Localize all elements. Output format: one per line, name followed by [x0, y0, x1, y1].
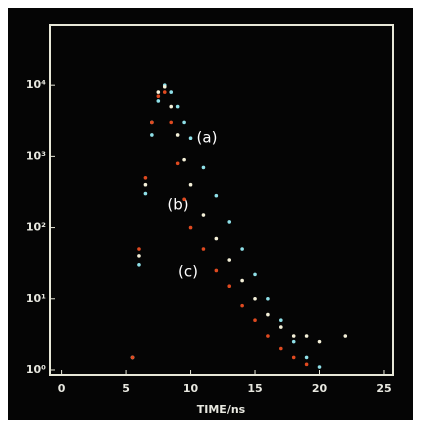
data-point [201, 165, 206, 170]
series-label: (a) [197, 129, 218, 147]
data-point [304, 362, 309, 367]
x-tick-label: 0 [58, 382, 66, 395]
data-point [240, 278, 244, 283]
data-point [253, 272, 257, 277]
x-tick-label: 25 [376, 382, 391, 395]
data-point [169, 104, 174, 109]
x-axis-label: TIME/ns [197, 403, 246, 416]
data-point [279, 325, 283, 329]
data-point [182, 197, 186, 202]
data-point [188, 136, 193, 140]
plot-frame [49, 24, 394, 376]
x-tick-label: 20 [312, 382, 328, 395]
data-point [279, 346, 283, 351]
data-point [291, 355, 296, 360]
data-point [214, 268, 219, 273]
data-point [304, 334, 309, 338]
data-point [143, 191, 148, 196]
data-point [169, 90, 174, 94]
data-point [188, 182, 193, 187]
data-point [279, 318, 283, 323]
data-point [143, 182, 148, 187]
series-label: (c) [178, 263, 198, 281]
data-point [317, 339, 322, 344]
data-point [266, 296, 270, 301]
data-point [162, 84, 167, 89]
background [8, 8, 413, 420]
data-point [137, 247, 141, 251]
data-point [130, 355, 135, 360]
data-point [227, 220, 232, 224]
data-point [143, 176, 148, 180]
data-point [304, 355, 309, 360]
data-point [214, 193, 219, 198]
data-point [214, 236, 219, 241]
data-point [156, 94, 161, 99]
data-point [156, 99, 161, 103]
data-point [266, 312, 270, 317]
data-point [175, 104, 180, 109]
x-tick-label: 15 [247, 382, 262, 395]
data-point [291, 339, 296, 344]
data-point [175, 133, 180, 137]
data-point [317, 365, 322, 369]
data-point [150, 133, 154, 137]
data-point [343, 334, 348, 338]
data-point [253, 318, 257, 323]
data-point [182, 157, 186, 162]
data-point [291, 334, 296, 338]
data-point [156, 90, 161, 94]
data-point [240, 247, 244, 251]
data-point [240, 303, 244, 308]
data-point [227, 258, 232, 262]
data-point [162, 90, 167, 94]
data-point [169, 120, 174, 125]
x-tick-label: 10 [183, 382, 199, 395]
data-point [182, 120, 186, 125]
data-point [137, 254, 141, 258]
data-point [201, 247, 206, 251]
data-point [266, 334, 270, 338]
data-point [137, 263, 141, 267]
data-point [227, 284, 232, 289]
x-tick-label: 5 [122, 382, 130, 395]
data-point [201, 213, 206, 217]
y-tick-label: 10² [26, 221, 46, 234]
y-tick-label: 10⁴ [26, 78, 46, 91]
data-point [175, 161, 180, 166]
y-tick-label: 10⁰ [26, 363, 46, 376]
data-point [150, 120, 154, 125]
data-point [188, 225, 193, 230]
data-point [253, 296, 257, 301]
y-tick-label: 10¹ [26, 292, 46, 305]
y-tick-label: 10³ [26, 149, 46, 162]
